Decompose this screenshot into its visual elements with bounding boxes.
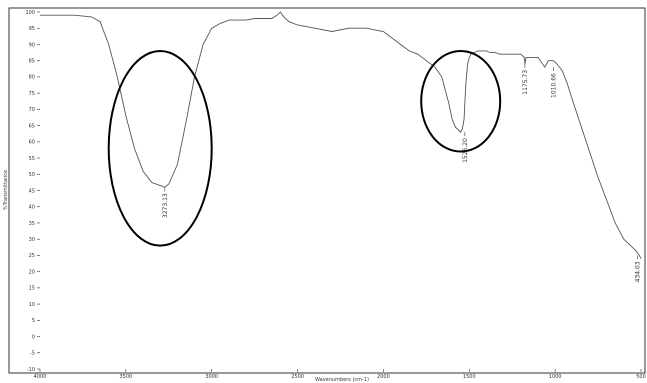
y-tick-label: 95 xyxy=(29,26,35,32)
y-tick-label: 10 xyxy=(29,302,35,308)
y-tick-label: 45 xyxy=(29,188,35,194)
x-axis-ticks: 4000 3500 3000 2500 2000 1500 1000 500 xyxy=(34,369,646,380)
annotation-ellipses xyxy=(107,49,502,247)
y-axis-ticks: 1009590858075706560555045403530252015105… xyxy=(25,10,40,373)
peak-label: 1175.73 xyxy=(522,70,529,95)
peak-label: 434.03 xyxy=(635,261,642,282)
x-tick-label: 1500 xyxy=(463,374,476,380)
y-axis-label: %Transmittance xyxy=(3,170,9,210)
x-tick-label: 1000 xyxy=(549,374,562,380)
y-tick-label: 30 xyxy=(29,237,35,243)
highlight-ellipse xyxy=(107,49,213,247)
series-layer xyxy=(40,11,642,259)
x-tick-label: 3000 xyxy=(205,374,218,380)
x-tick-label: 2000 xyxy=(377,374,390,380)
highlight-ellipse xyxy=(420,49,502,153)
y-tick-label: -10 xyxy=(27,367,35,373)
y-tick-label: 55 xyxy=(29,156,35,162)
plot-frame xyxy=(8,7,646,374)
y-tick-label: 90 xyxy=(29,42,35,48)
spectrum-line xyxy=(40,11,642,259)
y-tick-label: -5 xyxy=(30,351,35,357)
x-tick-label: 3500 xyxy=(119,374,132,380)
y-tick-label: 15 xyxy=(29,286,35,292)
peak-label: 3273.13 xyxy=(162,193,169,218)
y-tick-label: 20 xyxy=(29,269,35,275)
y-tick-label: 65 xyxy=(29,123,35,129)
y-tick-label: 0 xyxy=(32,334,35,340)
y-tick-label: 70 xyxy=(29,107,35,113)
y-tick-label: 5 xyxy=(32,318,35,324)
y-tick-label: 75 xyxy=(29,91,35,97)
y-tick-label: 100 xyxy=(25,10,35,16)
x-tick-label: 2500 xyxy=(291,374,304,380)
y-tick-label: 60 xyxy=(29,140,35,146)
x-tick-label: 4000 xyxy=(34,374,47,380)
x-tick-label: 500 xyxy=(636,374,646,380)
y-tick-label: 80 xyxy=(29,75,35,81)
y-tick-label: 35 xyxy=(29,221,35,227)
y-tick-label: 85 xyxy=(29,58,35,64)
y-tick-label: 25 xyxy=(29,253,35,259)
x-axis-label: Wavenumbers (cm-1) xyxy=(315,377,369,383)
peak-label: 1010.66 xyxy=(550,73,557,98)
y-tick-label: 40 xyxy=(29,205,35,211)
y-tick-label: 50 xyxy=(29,172,35,178)
